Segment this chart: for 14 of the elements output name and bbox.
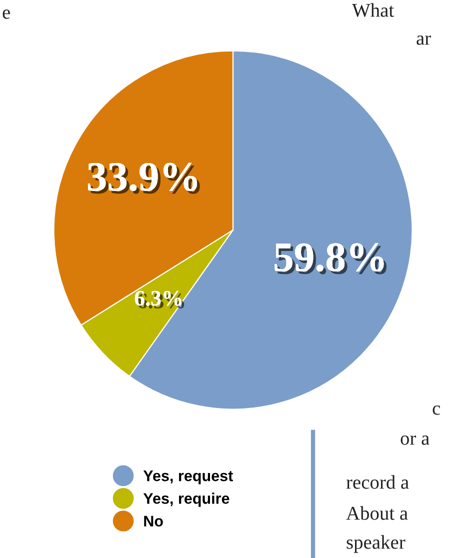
text: or a (400, 436, 430, 445)
text: c (432, 406, 440, 415)
text: speaker (346, 535, 406, 553)
text: record a (346, 475, 409, 489)
legend-label: Yes, require (143, 492, 230, 507)
data-label: 59.8% (274, 243, 387, 274)
text: What (352, 3, 394, 17)
legend-label: Yes, request (143, 470, 233, 484)
legend-label: No (144, 516, 163, 527)
text: e (2, 10, 10, 19)
text: ar (416, 36, 431, 45)
data-label: 33.9% (88, 162, 200, 194)
data-label: 6.3% (134, 290, 184, 309)
text: About a (346, 506, 408, 520)
